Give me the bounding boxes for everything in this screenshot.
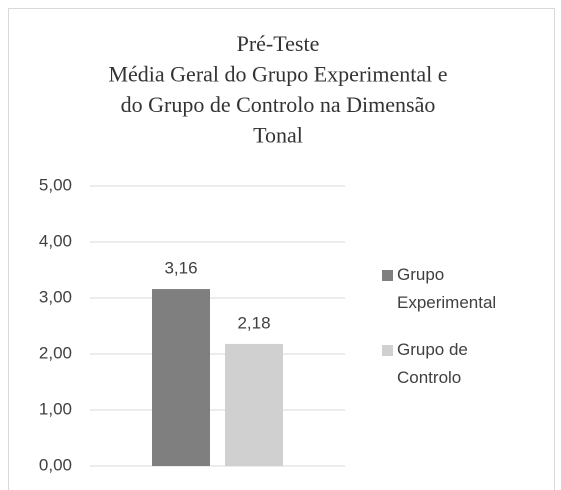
bar: [152, 289, 210, 466]
y-tick-label: 3,00: [39, 287, 72, 306]
chart-title: do Grupo de Controlo na Dimensão: [121, 92, 436, 117]
chart-title: Tonal: [253, 123, 303, 148]
chart-title: Média Geral do Grupo Experimental e: [108, 62, 447, 87]
legend-label: Grupo Experimental: [397, 265, 497, 312]
chart-title: Pré-Teste: [237, 31, 320, 56]
bar: [225, 343, 283, 466]
chart-border: [8, 8, 555, 490]
legend-swatch: [382, 345, 393, 356]
data-label: 3,16: [164, 259, 197, 278]
legend-label: Grupo de Controlo: [397, 340, 468, 387]
y-tick-label: 5,00: [39, 175, 72, 194]
y-tick-label: 2,00: [39, 343, 72, 362]
legend-swatch: [382, 270, 393, 281]
y-tick-label: 1,00: [39, 399, 72, 418]
y-tick-label: 4,00: [39, 231, 72, 250]
data-label: 2,18: [237, 313, 270, 332]
y-tick-label: 0,00: [39, 455, 72, 474]
